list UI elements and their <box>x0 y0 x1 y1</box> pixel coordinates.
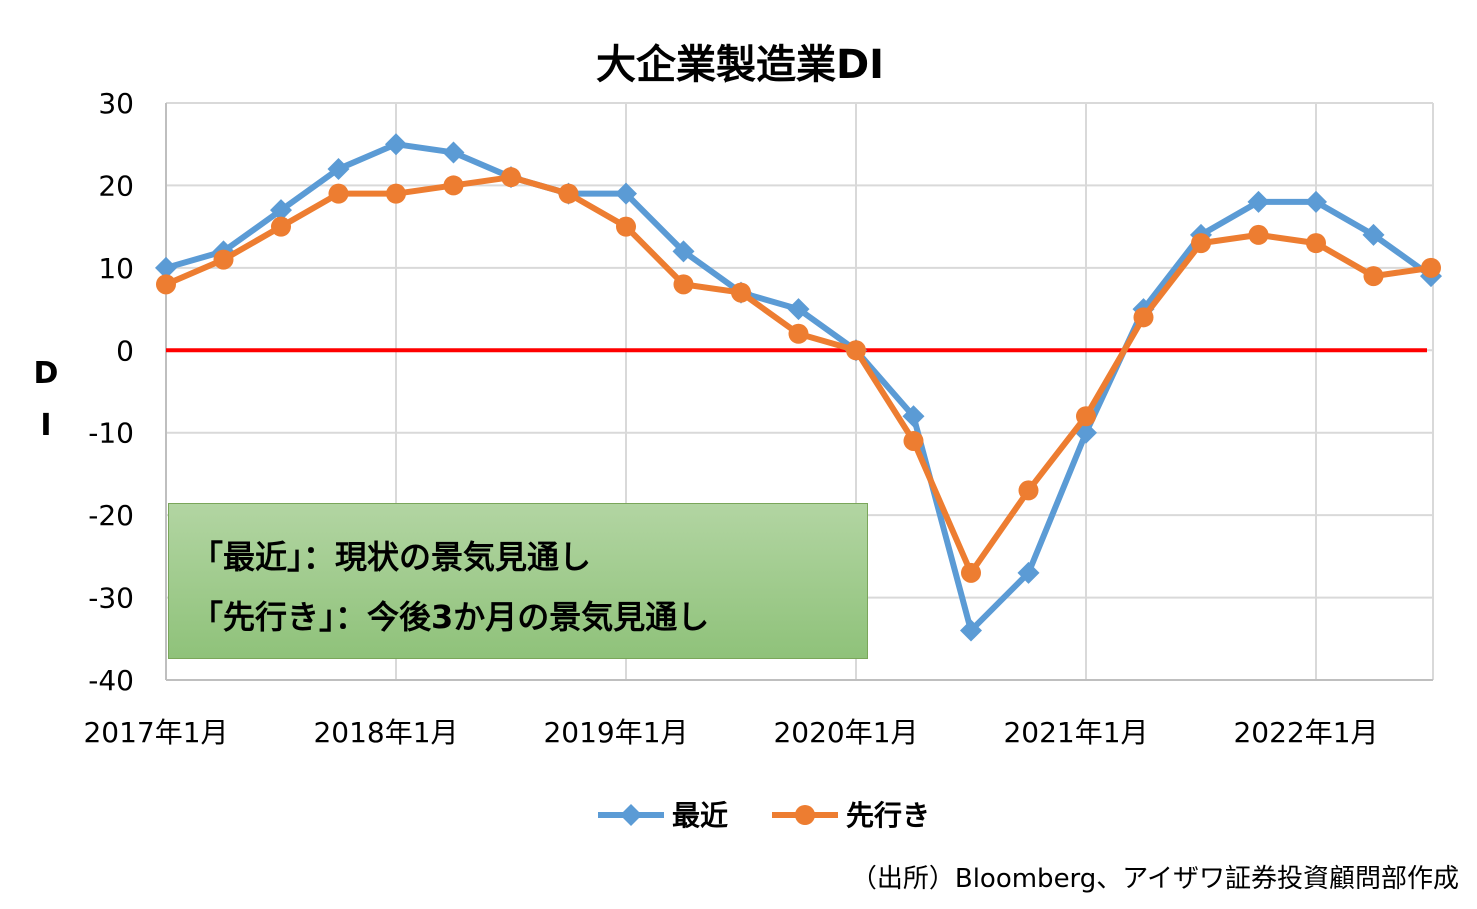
data-point-diamond <box>1362 223 1385 246</box>
y-axis-label: DI <box>34 356 59 443</box>
data-point-circle <box>443 175 464 196</box>
data-point-circle <box>961 562 981 583</box>
annotation-line-1: 「最近」：現状の景気見通し <box>191 538 592 576</box>
data-point-circle <box>1018 480 1039 501</box>
data-point-circle <box>328 183 349 204</box>
y-axis-label-char: I <box>40 408 51 443</box>
data-point-diamond <box>155 256 177 279</box>
y-tick-label: -30 <box>88 582 134 615</box>
data-point-diamond <box>672 240 695 263</box>
data-point-circle <box>1421 257 1441 278</box>
legend-label: 先行き <box>846 799 930 832</box>
data-point-diamond <box>270 199 292 222</box>
y-axis-ticks: 30 20 10 0 -10 -20 -30 -40 <box>88 87 134 697</box>
data-point-diamond <box>960 619 982 642</box>
data-point-circle <box>903 430 924 451</box>
data-point-diamond <box>1305 190 1327 213</box>
legend-item: 先行き <box>772 799 930 832</box>
data-point-circle <box>616 216 636 237</box>
data-point-circle <box>731 282 751 303</box>
y-tick-label: 0 <box>116 334 134 367</box>
data-point-circle <box>501 167 521 188</box>
x-tick-label: 2020年1月 <box>773 716 918 749</box>
source-note: （出所）Bloomberg、アイザワ証券投資顧問部作成 <box>850 864 1459 894</box>
data-point-circle <box>673 274 694 295</box>
data-point-diamond <box>787 298 810 321</box>
y-tick-label: 30 <box>98 87 134 120</box>
data-point-circle <box>558 183 579 204</box>
data-point-diamond <box>385 133 407 156</box>
y-tick-label: -20 <box>88 499 134 532</box>
x-tick-label: 2018年1月 <box>313 716 458 749</box>
chart-title: 大企業製造業DI <box>596 42 884 88</box>
legend-marker <box>795 805 815 825</box>
y-tick-label: 10 <box>98 252 134 285</box>
legend-label: 最近 <box>672 799 728 832</box>
y-axis-label-char: D <box>34 356 59 391</box>
legend-marker <box>620 804 642 826</box>
data-point-circle <box>213 249 234 270</box>
data-point-diamond <box>615 182 637 205</box>
data-point-circle <box>156 274 176 295</box>
x-tick-label: 2022年1月 <box>1233 716 1378 749</box>
data-point-circle <box>1248 224 1269 245</box>
data-point-diamond <box>902 405 925 428</box>
data-point-circle <box>846 340 866 361</box>
x-tick-label: 2017年1月 <box>83 716 228 749</box>
data-point-circle <box>1191 233 1211 254</box>
annotation-box: 「最近」：現状の景気見通し 「先行き」：今後3か月の景気見通し <box>168 503 868 659</box>
x-tick-label: 2019年1月 <box>543 716 688 749</box>
legend-item: 最近 <box>598 799 728 832</box>
y-tick-label: 20 <box>98 169 134 202</box>
y-tick-label: -10 <box>88 417 134 450</box>
x-tick-label: 2021年1月 <box>1003 716 1148 749</box>
x-axis-ticks: 2017年1月 2018年1月 2019年1月 2020年1月 2021年1月 2022年… <box>83 716 1378 749</box>
data-point-diamond <box>442 141 465 164</box>
data-point-diamond <box>327 157 350 180</box>
data-point-circle <box>788 323 809 344</box>
annotation-line-2: 「先行き」：今後3か月の景気見通し <box>191 598 710 636</box>
y-tick-label: -40 <box>88 664 134 697</box>
data-point-circle <box>386 183 406 204</box>
data-point-circle <box>271 216 291 237</box>
series-sakiyuki <box>156 167 1441 583</box>
legend: 最近 先行き <box>598 799 930 832</box>
data-point-diamond <box>1017 561 1040 584</box>
data-point-circle <box>1133 307 1154 328</box>
data-point-diamond <box>1247 190 1270 213</box>
data-point-circle <box>1363 266 1384 287</box>
series-group <box>155 133 1442 642</box>
data-point-circle <box>1306 233 1326 254</box>
data-point-circle <box>1076 406 1096 427</box>
